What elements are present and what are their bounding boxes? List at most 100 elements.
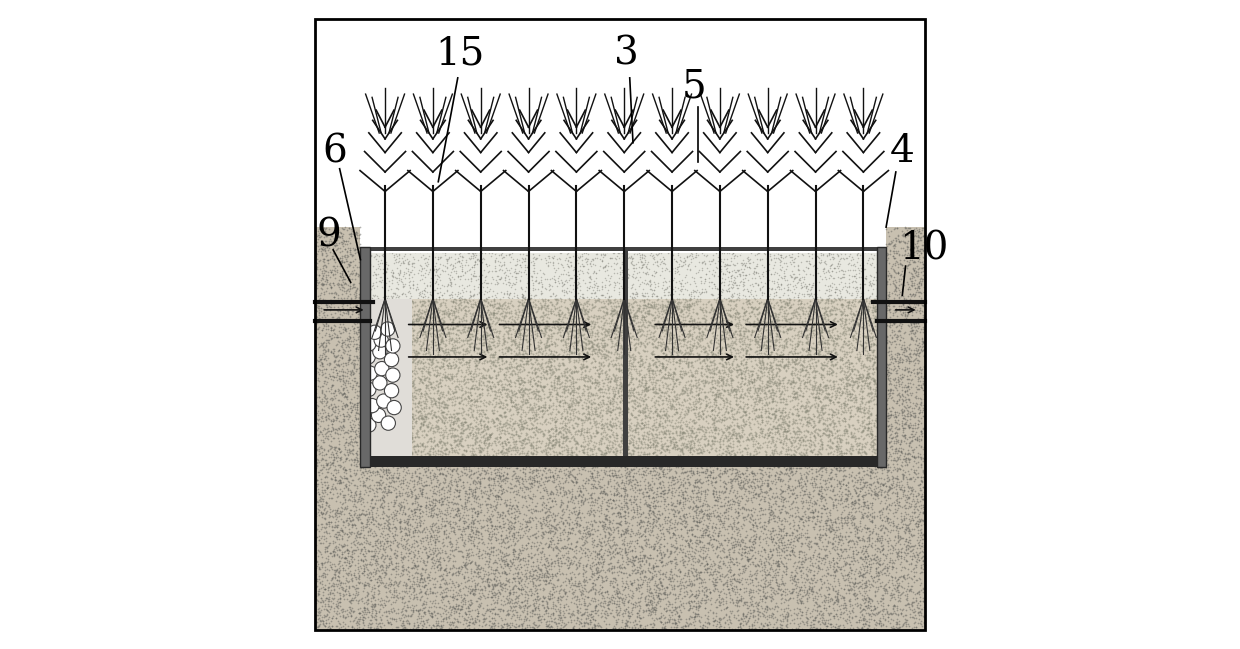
Point (622, 436, 642, 447)
Point (605, 411, 625, 422)
Point (551, 216, 570, 227)
Point (645, 400, 665, 410)
Point (557, 288, 577, 298)
Point (756, 574, 776, 584)
Point (339, 525, 358, 535)
Point (636, 336, 656, 346)
Point (373, 395, 393, 406)
Point (336, 344, 356, 354)
Point (522, 417, 542, 428)
Point (630, 428, 650, 439)
Point (642, 424, 662, 434)
Point (712, 355, 732, 365)
Point (662, 312, 682, 322)
Point (904, 280, 924, 290)
Point (874, 343, 894, 353)
Point (879, 336, 899, 347)
Point (656, 470, 676, 480)
Point (345, 513, 365, 523)
Point (363, 391, 383, 402)
Point (878, 386, 898, 396)
Point (417, 615, 436, 625)
Point (379, 276, 399, 286)
Point (553, 358, 573, 368)
Point (625, 124, 645, 134)
Point (694, 509, 714, 519)
Point (523, 252, 543, 263)
Point (611, 112, 631, 122)
Point (887, 282, 906, 292)
Point (306, 260, 326, 271)
Point (492, 513, 512, 523)
Point (567, 596, 587, 607)
Point (687, 341, 707, 352)
Point (429, 370, 449, 380)
Point (827, 337, 847, 348)
Point (804, 123, 823, 133)
Point (394, 90, 414, 101)
Point (900, 559, 920, 570)
Point (326, 613, 346, 623)
Point (469, 559, 489, 570)
Point (849, 620, 869, 631)
Point (393, 438, 413, 448)
Point (760, 191, 780, 201)
Point (680, 300, 699, 310)
Point (751, 364, 771, 374)
Point (319, 492, 339, 502)
Point (842, 520, 862, 530)
Point (305, 256, 325, 267)
Point (466, 471, 486, 482)
Point (352, 593, 372, 603)
Point (625, 441, 645, 452)
Point (611, 265, 631, 275)
Point (440, 585, 460, 595)
Point (627, 400, 647, 410)
Point (495, 619, 515, 630)
Point (630, 515, 650, 525)
Point (336, 178, 356, 189)
Point (756, 301, 776, 312)
Point (368, 355, 388, 365)
Point (691, 546, 711, 556)
Point (655, 445, 675, 455)
Point (701, 36, 720, 47)
Point (651, 313, 671, 323)
Point (347, 359, 367, 369)
Point (820, 166, 839, 177)
Point (683, 533, 703, 544)
Point (316, 126, 336, 136)
Point (360, 153, 379, 164)
Point (790, 269, 810, 279)
Point (510, 297, 529, 307)
Point (360, 150, 379, 160)
Point (588, 520, 608, 531)
Point (381, 434, 401, 445)
Point (589, 392, 609, 402)
Point (653, 57, 673, 67)
Point (647, 441, 667, 452)
Point (448, 382, 467, 392)
Point (465, 487, 485, 498)
Point (476, 405, 496, 415)
Point (825, 406, 844, 417)
Point (740, 463, 760, 473)
Point (900, 117, 920, 127)
Point (655, 159, 675, 169)
Point (330, 443, 350, 453)
Point (856, 568, 875, 578)
Point (594, 472, 614, 483)
Point (521, 336, 541, 347)
Point (755, 408, 775, 418)
Point (348, 512, 368, 522)
Point (472, 451, 492, 461)
Point (673, 433, 693, 443)
Point (417, 535, 436, 545)
Point (520, 327, 539, 337)
Point (615, 318, 635, 328)
Point (308, 345, 327, 356)
Point (746, 411, 766, 421)
Point (818, 265, 838, 276)
Point (818, 295, 838, 305)
Point (733, 561, 753, 571)
